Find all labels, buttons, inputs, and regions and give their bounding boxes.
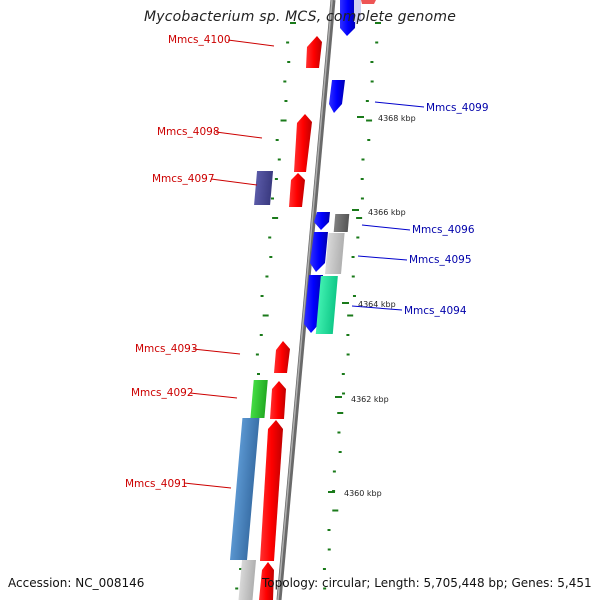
gc-tick-right	[332, 509, 339, 512]
gc-tick-right	[367, 139, 371, 141]
scale-label: 4362 kbp	[351, 395, 389, 404]
gene-block-purple[interactable]	[254, 171, 274, 205]
genome-summary-text: Topology: circular; Length: 5,705,448 bp…	[262, 576, 592, 590]
scale-label: 4360 kbp	[344, 489, 382, 498]
gc-tick-left	[265, 275, 269, 278]
genome-backbone	[276, 0, 336, 600]
gc-tick-right	[342, 392, 346, 395]
gene-label-mmcs-4092[interactable]: Mmcs_4092	[131, 387, 194, 399]
gc-tick-left	[286, 41, 290, 44]
scale-label: 4366 kbp	[368, 208, 406, 217]
gc-tick-right	[322, 568, 326, 570]
gc-tick-right	[337, 412, 344, 414]
gene-label-mmcs-4094[interactable]: Mmcs_4094	[404, 305, 467, 317]
gc-tick-left	[235, 587, 239, 590]
gc-tick-right	[341, 373, 345, 375]
gc-tick-right	[346, 353, 350, 356]
gene-label-mmcs-4097[interactable]: Mmcs_4097	[152, 173, 215, 185]
forward-strand-genes	[230, 36, 322, 600]
gc-tick-right	[375, 41, 379, 44]
gc-tick-left	[268, 236, 272, 239]
gene-block-teal[interactable]	[315, 276, 338, 334]
gene-mmcs-4097-arrow[interactable]	[289, 173, 305, 207]
gc-tick-right	[327, 529, 331, 531]
reverse-strand-genes	[304, 0, 376, 334]
gene-mmcs-4099-arrow[interactable]	[329, 80, 345, 113]
gene-mmcs-4096-arrow[interactable]	[314, 212, 330, 230]
gc-tick-left	[274, 178, 278, 180]
gc-tick-right	[346, 334, 350, 336]
gene-block-lightgray[interactable]	[325, 233, 345, 274]
gc-tick-right	[375, 22, 381, 24]
gene-mmcs-4091-arrow[interactable]	[260, 420, 283, 561]
gc-tick-right	[361, 158, 365, 161]
gc-tick-left	[283, 80, 287, 83]
gene-block-green[interactable]	[250, 380, 268, 418]
gene-partial-bottom[interactable]	[259, 562, 274, 600]
gc-tick-right	[356, 217, 363, 219]
gene-top-red-sliver[interactable]	[361, 0, 376, 4]
gc-tick-left	[277, 158, 281, 161]
gc-tick-right	[356, 236, 360, 239]
gc-tick-right	[327, 548, 331, 551]
gc-tick-right	[351, 256, 355, 258]
gc-tick-left	[260, 295, 264, 297]
gc-tick-right	[360, 197, 364, 200]
gc-tick-left	[290, 22, 296, 24]
gc-tick-left	[256, 373, 260, 375]
genome-title: Mycobacterium sp. MCS, complete genome	[143, 9, 457, 25]
gene-mmcs-4093-arrow[interactable]	[274, 341, 290, 373]
gc-tick-left	[287, 61, 291, 63]
gc-tick-left	[275, 139, 279, 141]
gc-tick-right	[360, 178, 364, 180]
gene-label-mmcs-4096[interactable]: Mmcs_4096	[412, 224, 475, 236]
gene-labels: Mmcs_4100 Mmcs_4099 Mmcs_4098 Mmcs_4097 …	[125, 34, 489, 490]
gene-label-mmcs-4098[interactable]: Mmcs_4098	[157, 126, 220, 138]
gc-tick-right	[337, 431, 341, 434]
gc-tick-right	[323, 587, 327, 590]
gc-tick-right	[332, 470, 336, 473]
accession-text: Accession: NC_008146	[8, 576, 145, 590]
gc-tick-right	[366, 119, 373, 122]
gene-label-mmcs-4099[interactable]: Mmcs_4099	[426, 102, 489, 114]
gene-label-mmcs-4091[interactable]: Mmcs_4091	[125, 478, 188, 490]
gc-tick-left	[255, 353, 259, 356]
gene-top-lightblock[interactable]	[354, 0, 361, 22]
gc-tick-left	[280, 119, 287, 122]
gc-tick-left	[269, 256, 273, 258]
gc-tick-left	[284, 100, 288, 102]
gene-mmcs-4095-arrow[interactable]	[310, 232, 328, 272]
gc-tick-right	[370, 80, 374, 83]
gene-label-mmcs-4100[interactable]: Mmcs_4100	[168, 34, 231, 46]
gene-mmcs-4092-arrow[interactable]	[270, 381, 286, 419]
gene-mmcs-4098-arrow[interactable]	[294, 114, 312, 172]
gene-block-lightgray-bottom[interactable]	[238, 560, 257, 600]
gc-tick-left	[259, 334, 263, 336]
gc-tick-left	[239, 568, 243, 570]
gene-label-mmcs-4093[interactable]: Mmcs_4093	[135, 343, 198, 355]
gc-tick-right	[352, 295, 356, 297]
gene-block-gray[interactable]	[333, 214, 350, 232]
gc-tick-right	[338, 451, 342, 453]
gene-block-steelblue[interactable]	[230, 418, 260, 560]
gc-tick-right	[351, 275, 355, 278]
gc-tick-right	[370, 61, 374, 63]
gene-label-mmcs-4095[interactable]: Mmcs_4095	[409, 254, 472, 266]
gc-tick-right	[365, 100, 369, 102]
gc-tick-left	[262, 314, 269, 317]
scale-label: 4368 kbp	[378, 114, 416, 123]
gc-tick-left	[272, 217, 279, 219]
gene-top-partial[interactable]	[340, 0, 356, 36]
gene-mmcs-4100-arrow[interactable]	[306, 36, 322, 68]
scale-labels: 4368 kbp 4366 kbp 4364 kbp 4362 kbp 4360…	[328, 114, 416, 498]
scale-label: 4364 kbp	[358, 300, 396, 309]
gc-tick-right	[347, 314, 354, 317]
gc-tick-left	[270, 197, 274, 200]
